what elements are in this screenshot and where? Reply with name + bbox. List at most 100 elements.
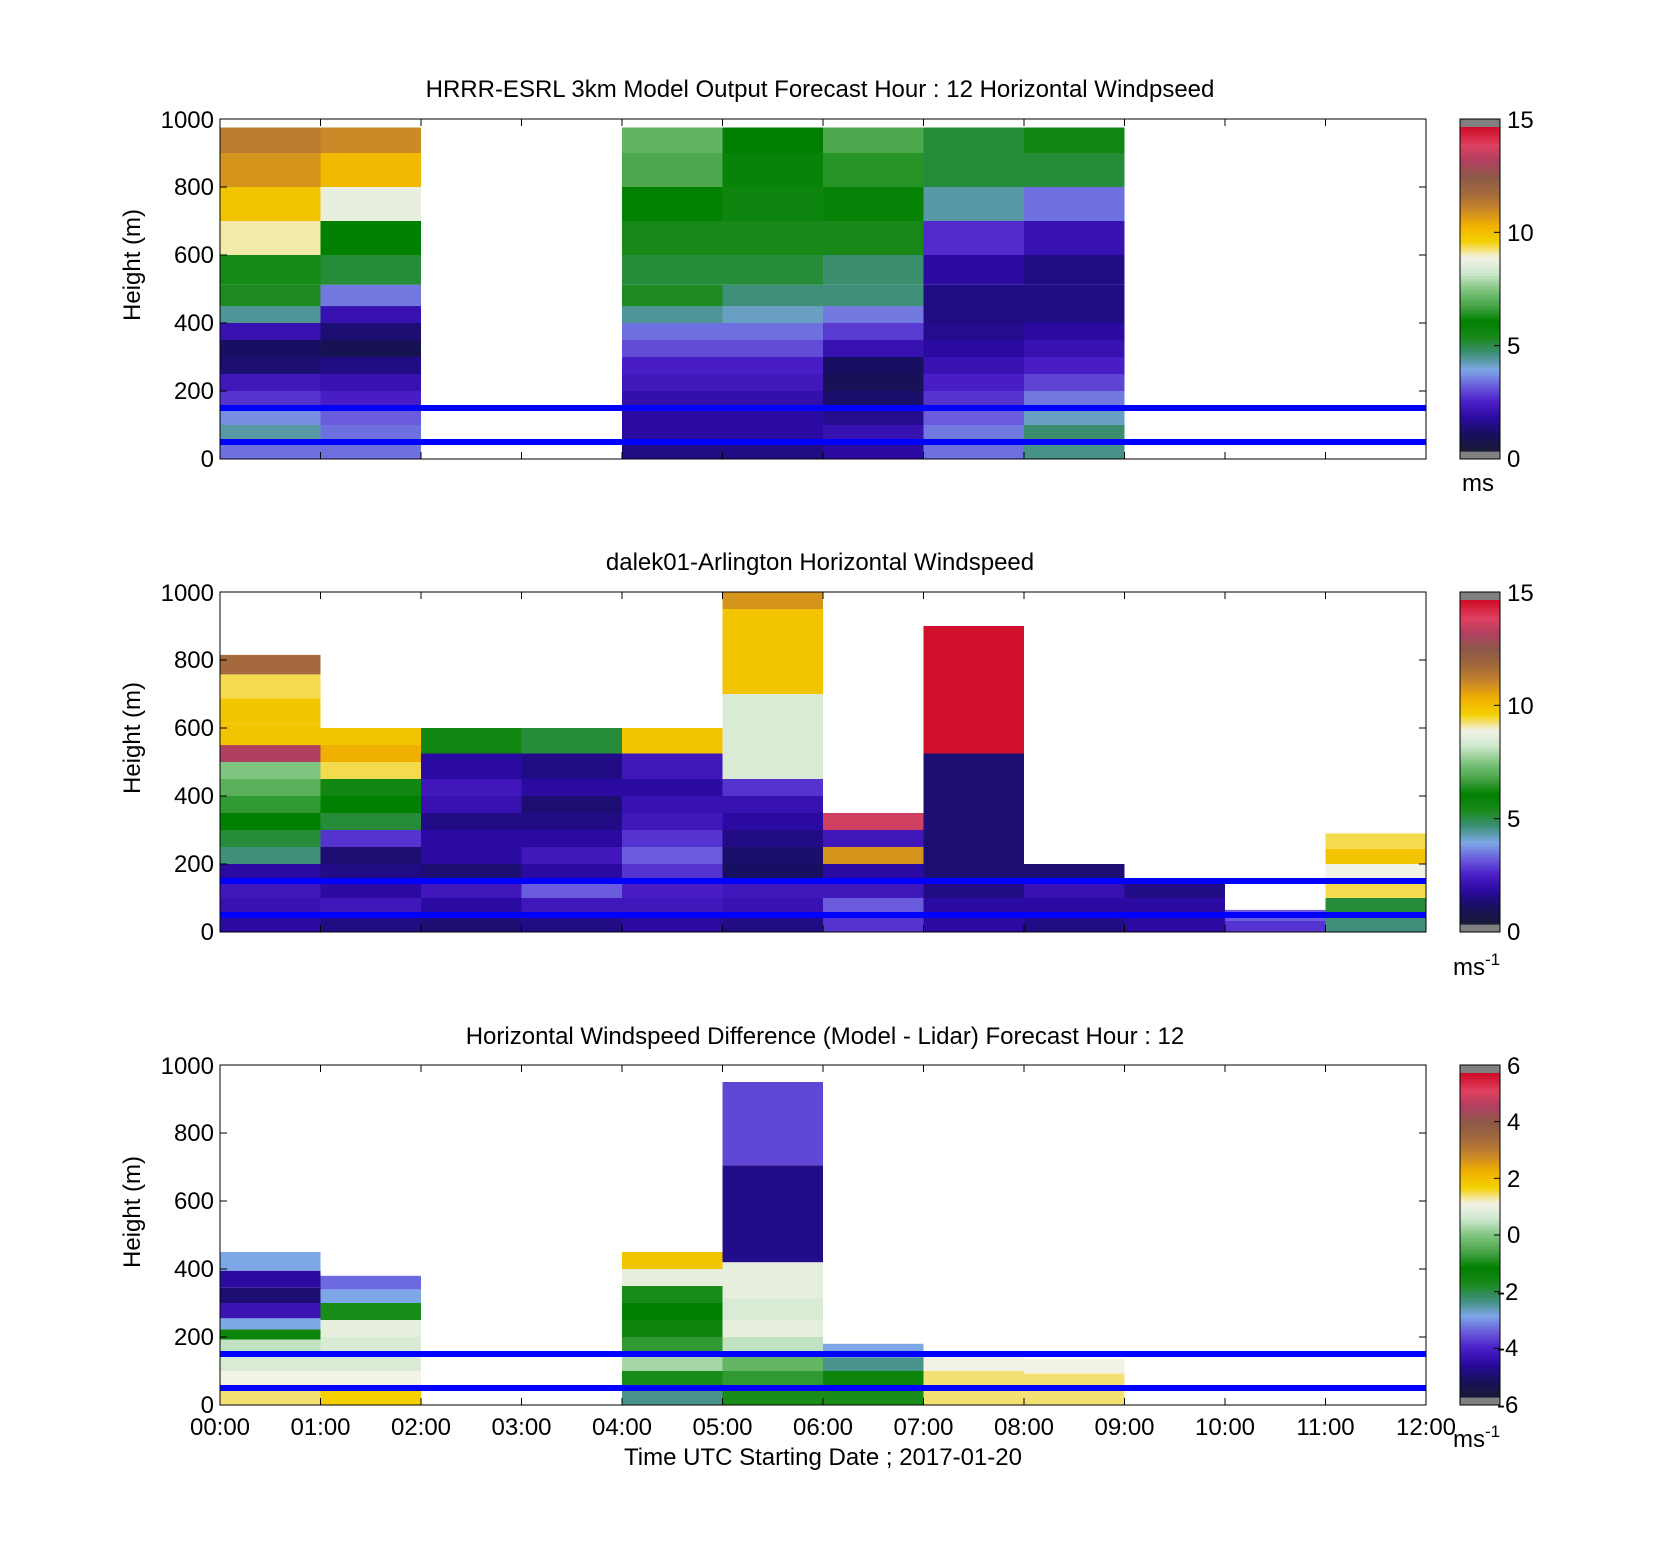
heatmap-cell: [722, 915, 823, 932]
colorbar-swatch: [1460, 726, 1500, 731]
heatmap-cell: [722, 255, 823, 285]
heatmap-cell: [521, 847, 622, 864]
heatmap-cell: [1325, 898, 1426, 915]
colorbar-swatch: [1460, 248, 1500, 252]
panel-lidar-colorbar-ticks: 0 5 10 15: [1507, 580, 1534, 946]
y-tick-label: 0: [201, 1392, 214, 1419]
colorbar-swatch: [1460, 1170, 1500, 1174]
colorbar-tick-label: 0: [1507, 1222, 1520, 1249]
heatmap-cell: [421, 898, 522, 915]
heatmap-cell: [320, 762, 421, 779]
heatmap-cell: [220, 698, 321, 724]
heatmap-cell: [722, 1354, 823, 1371]
colorbar-swatch: [1460, 770, 1500, 774]
colorbar-swatch: [1460, 310, 1500, 314]
heatmap-cell: [722, 1082, 823, 1166]
colorbar-swatch: [1460, 824, 1500, 828]
colorbar-swatch: [1460, 1283, 1500, 1287]
colorbar-swatch: [1460, 756, 1500, 760]
colorbar-swatch: [1460, 1118, 1500, 1123]
heatmap-cell: [722, 127, 823, 153]
colorbar-swatch: [1460, 386, 1500, 390]
colorbar-swatch: [1460, 294, 1500, 298]
heatmap-cell: [823, 1388, 924, 1405]
colorbar-swatch: [1460, 1332, 1500, 1336]
heatmap-cell: [220, 408, 321, 425]
heatmap-cell: [622, 779, 723, 796]
colorbar-swatch: [1460, 324, 1500, 328]
heatmap-cell: [220, 391, 321, 408]
colorbar-swatch: [1460, 410, 1500, 414]
colorbar-swatch: [1460, 278, 1500, 282]
colorbar-swatch: [1460, 388, 1500, 393]
heatmap-cell: [320, 728, 421, 745]
heatmap-cell: [220, 1388, 321, 1405]
heatmap-cell: [421, 915, 522, 932]
colorbar-tick-label: 0: [1507, 446, 1520, 473]
heatmap-cell: [1325, 881, 1426, 898]
heatmap-cell: [923, 1388, 1024, 1405]
colorbar-swatch: [1460, 605, 1500, 609]
heatmap-cell: [1024, 408, 1125, 425]
panel-difference: Horizontal Windspeed Difference (Model -…: [119, 1023, 1520, 1471]
colorbar-swatch: [1460, 1267, 1500, 1271]
heatmap-cell: [923, 1354, 1024, 1371]
colorbar-swatch: [1460, 716, 1500, 720]
panel-lidar: dalek01-Arlington Horizontal Windspeed H…: [119, 549, 1534, 981]
heatmap-cell: [320, 306, 421, 323]
colorbar-swatch: [1460, 1210, 1500, 1214]
colorbar-swatch: [1460, 753, 1500, 758]
x-tick-label: 08:00: [994, 1414, 1054, 1441]
colorbar-swatch: [1460, 837, 1500, 841]
colorbar-swatch: [1460, 859, 1500, 863]
colorbar-swatch: [1460, 1094, 1500, 1098]
heatmap-cell: [823, 255, 924, 285]
colorbar-swatch: [1460, 1073, 1500, 1077]
heatmap-cell: [320, 1289, 421, 1303]
colorbar-swatch: [1460, 127, 1500, 131]
heatmap-cell: [622, 323, 723, 340]
heatmap-cell: [722, 592, 823, 609]
heatmap-cell: [421, 830, 522, 847]
heatmap-cell: [823, 1357, 924, 1371]
heatmap-cell: [220, 425, 321, 442]
colorbar-swatch: [1460, 137, 1500, 142]
colorbar-swatch: [1460, 694, 1500, 698]
heatmap-cell: [220, 847, 321, 864]
heatmap-cell: [421, 779, 522, 796]
colorbar-swatch: [1460, 921, 1500, 925]
colorbar-swatch: [1460, 434, 1500, 439]
heatmap-cell: [320, 255, 421, 285]
colorbar-swatch: [1460, 891, 1500, 895]
x-tick-label: 07:00: [893, 1414, 953, 1441]
heatmap-cell: [220, 255, 321, 285]
heatmap-cell: [923, 626, 1024, 754]
colorbar-swatch: [1460, 724, 1500, 728]
heatmap-cell: [521, 796, 622, 813]
colorbar-tick-label: -4: [1497, 1335, 1518, 1362]
heatmap-cell: [923, 323, 1024, 340]
colorbar-swatch: [1460, 1351, 1500, 1355]
colorbar-swatch: [1460, 1386, 1500, 1390]
colorbar-swatch: [1460, 194, 1500, 198]
heatmap-cell: [823, 847, 924, 864]
colorbar-swatch: [1460, 405, 1500, 409]
colorbar-swatch: [1460, 829, 1500, 833]
x-tick-label: 10:00: [1195, 1414, 1255, 1441]
y-tick-label: 200: [174, 1324, 214, 1351]
y-tick-label: 200: [174, 851, 214, 878]
colorbar-swatch: [1460, 1348, 1500, 1352]
x-tick-label: 05:00: [692, 1414, 752, 1441]
heatmap-cell: [320, 745, 421, 762]
heatmap-cell: [220, 127, 321, 153]
colorbar-swatch: [1460, 289, 1500, 293]
colorbar-swatch: [1460, 697, 1500, 701]
heatmap-cell: [622, 187, 723, 221]
heatmap-cell: [722, 1320, 823, 1337]
colorbar-swatch: [1460, 348, 1500, 352]
heatmap-cell: [320, 779, 421, 796]
colorbar-swatch: [1460, 748, 1500, 752]
colorbar-swatch: [1460, 1208, 1500, 1212]
heatmap-cell: [622, 847, 723, 864]
colorbar-swatch: [1460, 1218, 1500, 1223]
